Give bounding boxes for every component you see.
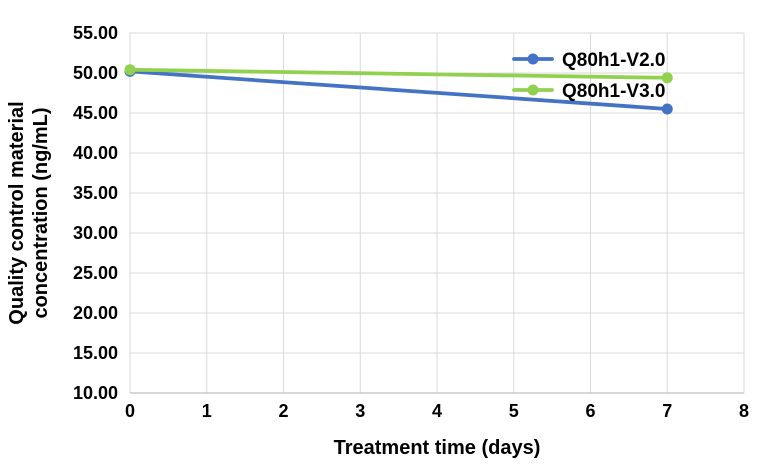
legend-markers <box>512 53 554 96</box>
x-axis-title: Treatment time (days) <box>334 437 541 459</box>
y-tick-label: 55.00 <box>73 23 118 43</box>
y-tick-label: 40.00 <box>73 143 118 163</box>
x-tick-label: 6 <box>585 401 595 421</box>
y-tick-label: 30.00 <box>73 223 118 243</box>
data-point-marker <box>661 103 673 115</box>
data-point-marker <box>661 72 673 84</box>
y-tick-label: 20.00 <box>73 303 118 323</box>
x-tick-label: 3 <box>355 401 365 421</box>
legend-label-series-1: Q80h1-V2.0 <box>562 50 666 71</box>
x-tick-label: 2 <box>278 401 288 421</box>
y-tick-label: 25.00 <box>73 263 118 283</box>
x-tick-label: 8 <box>739 401 749 421</box>
y-tick-label: 10.00 <box>73 383 118 403</box>
y-axis-title-line2: concentration (ng/mL) <box>30 107 52 318</box>
data-series <box>124 64 673 115</box>
series-line <box>128 67 670 80</box>
legend-marker-dot <box>527 84 539 96</box>
y-tick-label: 35.00 <box>73 183 118 203</box>
data-point-marker <box>124 64 136 76</box>
x-tick-label: 7 <box>662 401 672 421</box>
legend-marker-dot <box>527 53 539 65</box>
y-tick-label: 15.00 <box>73 343 118 363</box>
x-tick-label: 5 <box>509 401 519 421</box>
series-line <box>128 69 670 111</box>
x-tick-label: 1 <box>202 401 212 421</box>
legend-label-series-2: Q80h1-V3.0 <box>562 81 666 102</box>
x-tick-label: 4 <box>432 401 442 421</box>
y-tick-label: 45.00 <box>73 103 118 123</box>
tick-labels: 55.00 50.00 45.00 40.00 35.00 30.00 25.00 20.00… <box>73 23 749 421</box>
x-tick-label: 0 <box>125 401 135 421</box>
y-tick-label: 50.00 <box>73 63 118 83</box>
y-axis-title-line1: Quality control material <box>6 101 28 324</box>
